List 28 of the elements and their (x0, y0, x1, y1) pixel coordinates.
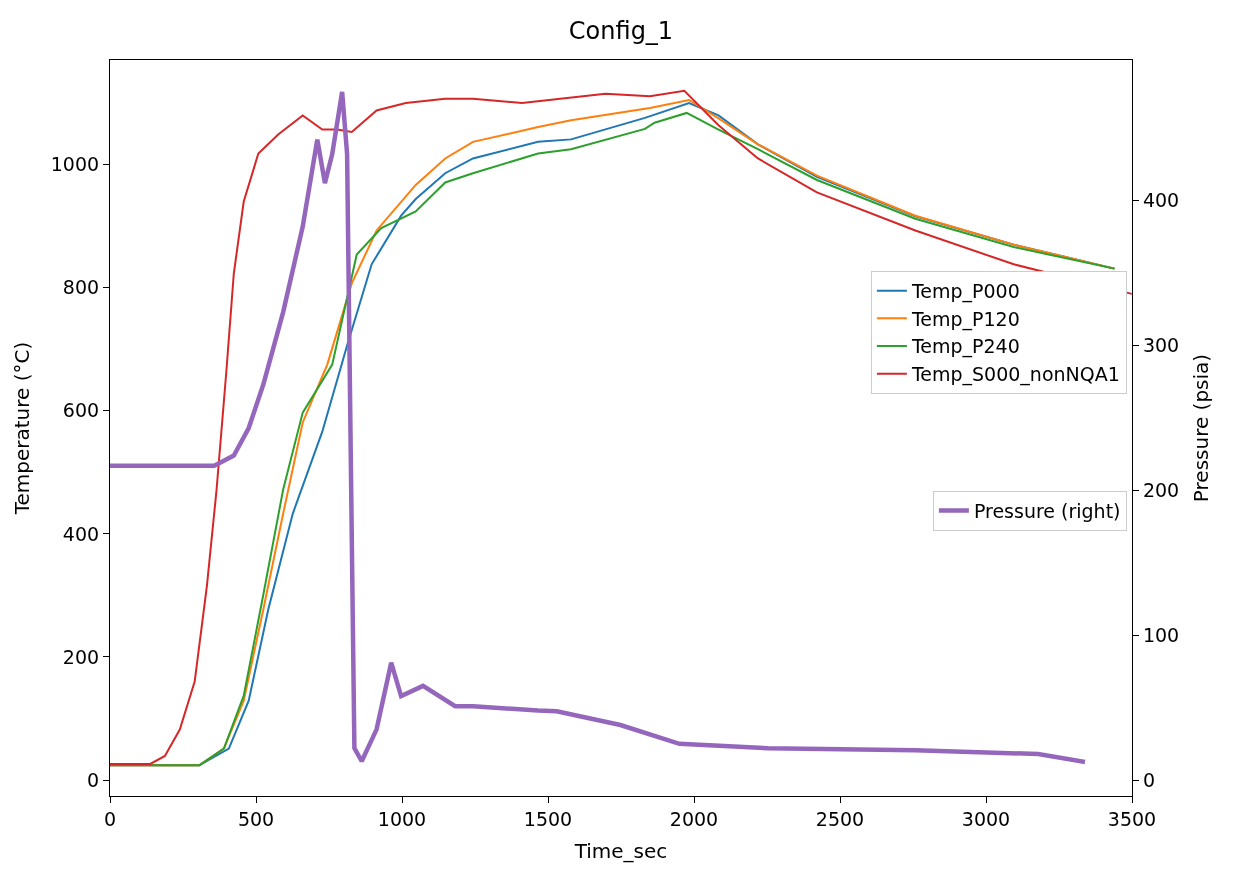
legend-label: Temp_P000 (910, 280, 1020, 304)
legend-label: Pressure (right) (973, 499, 1121, 522)
y-tick-label: 1000 (50, 153, 100, 176)
y-tick-label: 800 (62, 276, 100, 299)
x-tick-label: 3000 (961, 807, 1011, 830)
x-axis-title: Time_sec (573, 839, 668, 864)
x-tick-label: 1500 (523, 807, 573, 830)
y-tick-label: 200 (62, 645, 100, 668)
x-tick-label: 2500 (815, 807, 865, 830)
x-tick-label: 3500 (1107, 807, 1157, 830)
legend-label: Temp_S000_nonNQA1 (910, 363, 1120, 387)
y2-axis-title: Pressure (psia) (1188, 353, 1213, 503)
x-tick-label: 0 (103, 807, 117, 830)
y-axis-title: Temperature (°C) (10, 341, 35, 516)
y2-tick-label: 100 (1142, 623, 1180, 646)
y-tick-label: 0 (87, 768, 100, 791)
x-tick-label: 2000 (669, 807, 719, 830)
chart-title: Config_1 (568, 16, 674, 45)
x-tick-label: 1000 (377, 807, 427, 830)
legend-label: Temp_P120 (910, 307, 1020, 331)
y-tick-label: 400 (62, 522, 100, 545)
y2-tick-label: 300 (1142, 334, 1180, 357)
legend-label: Temp_P240 (910, 335, 1020, 359)
x-tick-label: 500 (237, 807, 275, 830)
y-tick-label: 600 (62, 399, 100, 422)
y2-tick-label: 0 (1142, 768, 1155, 791)
y2-tick-label: 400 (1142, 189, 1180, 212)
y2-tick-label: 200 (1142, 478, 1180, 501)
